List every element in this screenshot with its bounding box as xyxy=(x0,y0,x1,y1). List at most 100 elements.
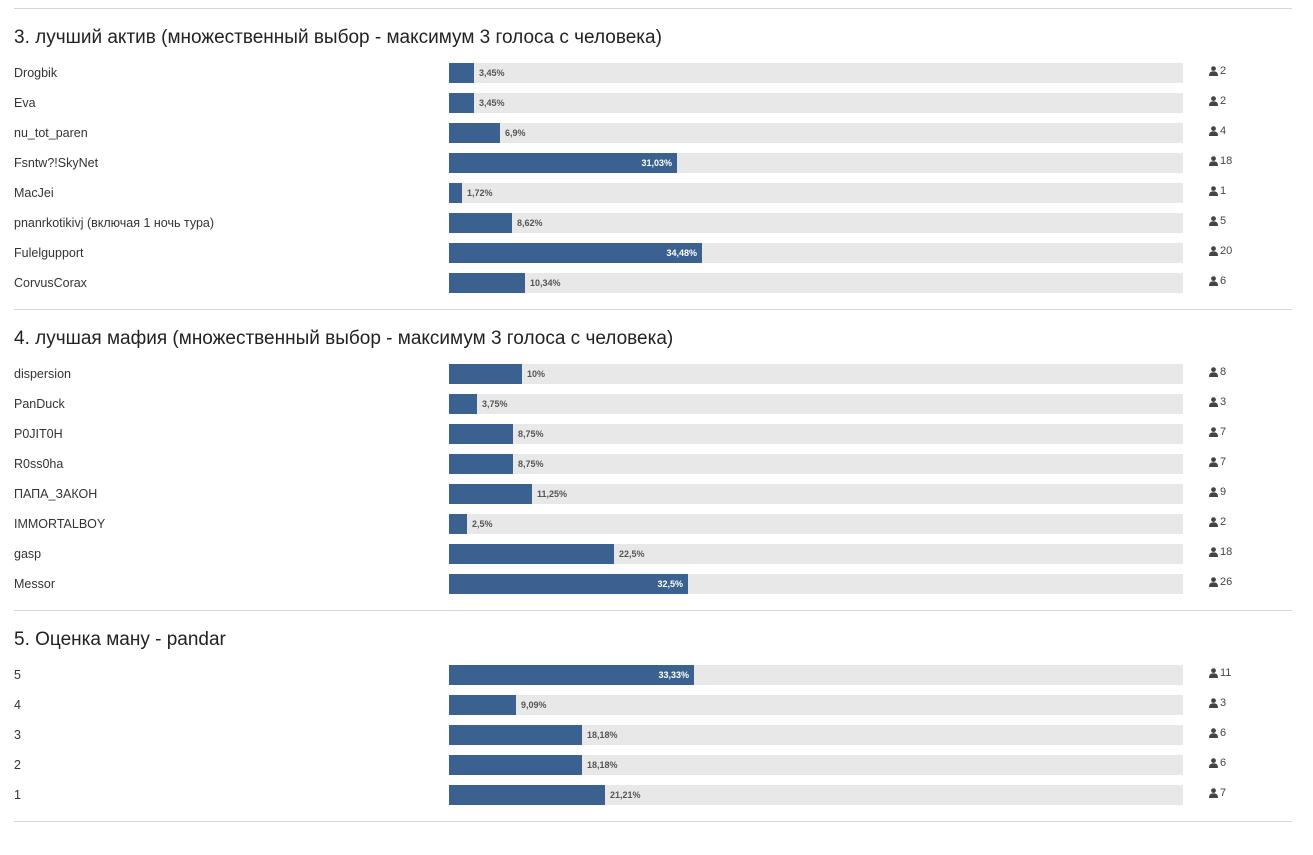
choice-label: nu_tot_paren xyxy=(14,126,88,140)
voter-count: 2 xyxy=(1209,93,1226,109)
user-icon xyxy=(1209,216,1220,226)
choice-label: dispersion xyxy=(14,367,71,381)
voter-count-value: 20 xyxy=(1220,245,1233,257)
choice-label: 5 xyxy=(14,668,21,682)
question-title: 4. лучшая мафия (множественный выбор - м… xyxy=(14,328,674,349)
choice-percent: 1,72% xyxy=(467,188,493,198)
user-icon xyxy=(1209,728,1220,738)
user-icon xyxy=(1209,577,1220,587)
poll-choice-row: R0ss0ha 8,75% 7 xyxy=(0,454,1313,474)
poll-choice-row: 1 21,21% 7 xyxy=(0,785,1313,805)
progress-bar-track: 3,45% xyxy=(449,63,1183,83)
progress-bar-fill xyxy=(449,93,474,113)
poll-choice-row: Drogbik 3,45% 2 xyxy=(0,63,1313,83)
voter-count-value: 2 xyxy=(1220,95,1227,107)
voter-count-value: 9 xyxy=(1220,486,1227,498)
user-icon xyxy=(1209,788,1220,798)
voter-count-value: 6 xyxy=(1220,275,1227,287)
voter-count-value: 7 xyxy=(1220,787,1227,799)
choice-label: 2 xyxy=(14,758,21,772)
choice-label: pnanrkotikivj (включая 1 ночь тура) xyxy=(14,216,215,230)
progress-bar-fill xyxy=(449,123,500,143)
choice-percent: 8,75% xyxy=(518,429,544,439)
user-icon xyxy=(1209,246,1220,256)
progress-bar-fill xyxy=(449,574,688,594)
choice-label: 1 xyxy=(14,788,21,802)
choice-label: 3 xyxy=(14,728,21,742)
progress-bar-track: 18,18% xyxy=(449,755,1183,775)
progress-bar-fill xyxy=(449,454,513,474)
choice-percent: 31,03% xyxy=(641,158,672,168)
section-divider xyxy=(14,821,1292,822)
progress-bar-track: 9,09% xyxy=(449,695,1183,715)
choice-percent: 11,25% xyxy=(537,489,568,499)
choice-percent: 8,75% xyxy=(518,459,544,469)
user-icon xyxy=(1209,698,1220,708)
progress-bar-track: 11,25% xyxy=(449,484,1183,504)
choice-percent: 6,9% xyxy=(505,128,526,138)
section-divider xyxy=(14,309,1292,310)
voter-count-value: 2 xyxy=(1220,65,1227,77)
voter-count-value: 3 xyxy=(1220,396,1227,408)
voter-count: 11 xyxy=(1209,665,1231,681)
poll-choice-row: gasp 22,5% 18 xyxy=(0,544,1313,564)
progress-bar-fill xyxy=(449,665,694,685)
progress-bar-track: 22,5% xyxy=(449,544,1183,564)
user-icon xyxy=(1209,427,1220,437)
choice-percent: 32,5% xyxy=(657,579,683,589)
choice-label: MacJei xyxy=(14,186,54,200)
choice-percent: 8,62% xyxy=(517,218,543,228)
voter-count-value: 1 xyxy=(1220,185,1227,197)
voter-count: 6 xyxy=(1209,273,1226,289)
voter-count: 6 xyxy=(1209,725,1226,741)
progress-bar-track: 34,48% xyxy=(449,243,1183,263)
voter-count: 9 xyxy=(1209,484,1226,500)
progress-bar-fill xyxy=(449,424,513,444)
user-icon xyxy=(1209,66,1220,76)
poll-choice-row: 5 33,33% 11 xyxy=(0,665,1313,685)
voter-count: 18 xyxy=(1209,544,1232,560)
progress-bar-track: 3,75% xyxy=(449,394,1183,414)
poll-choice-row: 4 9,09% 3 xyxy=(0,695,1313,715)
user-icon xyxy=(1209,276,1220,286)
poll-choice-row: dispersion 10% 8 xyxy=(0,364,1313,384)
progress-bar-track: 21,21% xyxy=(449,785,1183,805)
user-icon xyxy=(1209,126,1220,136)
voter-count-value: 6 xyxy=(1220,757,1227,769)
choice-label: Fulelgupport xyxy=(14,246,84,260)
voter-count-value: 6 xyxy=(1220,727,1227,739)
progress-bar-fill xyxy=(449,153,677,173)
choice-percent: 10,34% xyxy=(530,278,561,288)
user-icon xyxy=(1209,156,1220,166)
voter-count-value: 2 xyxy=(1220,516,1227,528)
progress-bar-track: 31,03% xyxy=(449,153,1183,173)
choice-label: Fsntw?!SkyNet xyxy=(14,156,99,170)
voter-count: 3 xyxy=(1209,695,1226,711)
voter-count-value: 11 xyxy=(1220,667,1232,679)
choice-label: Messor xyxy=(14,577,55,591)
voter-count: 6 xyxy=(1209,755,1226,771)
poll-choice-row: 3 18,18% 6 xyxy=(0,725,1313,745)
choice-label: R0ss0ha xyxy=(14,457,64,471)
poll-choice-row: PanDuck 3,75% 3 xyxy=(0,394,1313,414)
choice-percent: 21,21% xyxy=(610,790,641,800)
progress-bar-fill xyxy=(449,514,467,534)
poll-choice-row: 2 18,18% 6 xyxy=(0,755,1313,775)
choice-label: P0JIT0H xyxy=(14,427,63,441)
choice-percent: 9,09% xyxy=(521,700,547,710)
section-divider xyxy=(14,8,1292,9)
voter-count: 2 xyxy=(1209,63,1226,79)
voter-count: 2 xyxy=(1209,514,1226,530)
progress-bar-track: 10,34% xyxy=(449,273,1183,293)
poll-choice-row: Fsntw?!SkyNet 31,03% 18 xyxy=(0,153,1313,173)
choice-label: CorvusCorax xyxy=(14,276,87,290)
choice-percent: 18,18% xyxy=(587,760,618,770)
progress-bar-track: 3,45% xyxy=(449,93,1183,113)
user-icon xyxy=(1209,517,1220,527)
poll-choice-row: ПАПА_ЗАКОН 11,25% 9 xyxy=(0,484,1313,504)
voter-count: 8 xyxy=(1209,364,1226,380)
user-icon xyxy=(1209,96,1220,106)
voter-count-value: 18 xyxy=(1220,155,1233,167)
choice-percent: 10% xyxy=(527,369,546,379)
user-icon xyxy=(1209,367,1220,377)
